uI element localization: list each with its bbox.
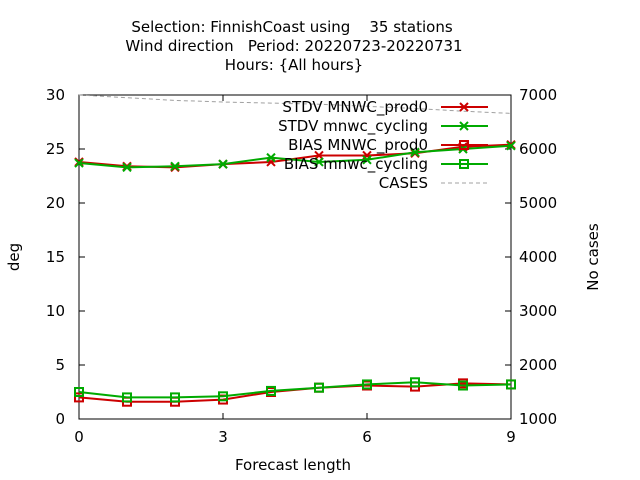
- series-line-2: [78, 382, 512, 403]
- legend-label-0: STDV MNWC_prod0: [282, 98, 428, 117]
- y2-tick-label: 2000: [519, 356, 557, 374]
- chart-title-line-3: Hours: {All hours}: [225, 56, 363, 74]
- marker-stroke: [410, 147, 420, 157]
- y-tick-label: 0: [55, 410, 65, 428]
- y-axis-label: deg: [5, 243, 23, 271]
- series-line-1: [78, 144, 512, 169]
- x-point-marker: [362, 155, 372, 165]
- y2-tick-label: 4000: [519, 248, 557, 266]
- y-tick-label: 10: [46, 302, 65, 320]
- x-axis-label: Forecast length: [235, 456, 351, 474]
- x-point-marker: [459, 121, 469, 131]
- square-point-marker: [362, 379, 372, 390]
- x-point-marker: [459, 102, 469, 112]
- x-tick-label: 6: [362, 428, 372, 446]
- y2-tick-label: 3000: [519, 302, 557, 320]
- square-point-marker: [122, 392, 132, 403]
- x-tick-label: 0: [74, 428, 84, 446]
- marker-stroke: [459, 121, 469, 131]
- series-line-3: [78, 381, 512, 399]
- y2-axis-label: No cases: [584, 223, 602, 291]
- series-points-3: [74, 377, 516, 403]
- marker-stroke: [122, 162, 132, 173]
- square-point-marker: [410, 377, 420, 388]
- legend-label-1: STDV mnwc_cycling: [278, 117, 428, 136]
- legend-label-3: BIAS mnwc_cycling: [284, 155, 428, 174]
- square-point-marker: [314, 382, 324, 393]
- y-tick-label: 25: [46, 140, 65, 158]
- square-point-marker: [459, 159, 469, 169]
- y2-tick-label: 1000: [519, 410, 557, 428]
- marker-stroke: [266, 152, 276, 163]
- y-tick-label: 20: [46, 194, 65, 212]
- x-point-marker: [122, 162, 132, 173]
- legend-label-4: CASES: [379, 174, 428, 192]
- y-tick-label: 30: [46, 86, 65, 104]
- square-point-marker: [74, 392, 84, 403]
- x-point-marker: [74, 158, 84, 168]
- x-tick-label: 3: [218, 428, 228, 446]
- legend-label-2: BIAS MNWC_prod0: [288, 136, 428, 155]
- chart-title-line-1: Selection: FinnishCoast using 35 station…: [131, 18, 453, 36]
- x-point-marker: [506, 141, 516, 151]
- marker-stroke: [459, 102, 469, 112]
- marker-stroke: [362, 155, 372, 165]
- x-point-marker: [170, 161, 180, 171]
- y-tick-label: 15: [46, 248, 65, 266]
- y2-tick-label: 6000: [519, 140, 557, 158]
- x-tick-label: 9: [506, 428, 516, 446]
- square-point-marker: [459, 140, 469, 150]
- x-point-marker: [314, 157, 324, 167]
- x-point-marker: [218, 159, 228, 169]
- marker-stroke: [314, 157, 324, 167]
- square-point-marker: [266, 385, 276, 396]
- marker-stroke: [218, 159, 228, 169]
- square-point-marker: [458, 380, 468, 391]
- marker-stroke: [74, 158, 84, 168]
- series-line-4: [78, 94, 512, 114]
- marker-stroke: [170, 161, 180, 171]
- y2-tick-label: 7000: [519, 86, 557, 104]
- marker-stroke: [506, 141, 516, 151]
- square-point-marker: [170, 392, 180, 403]
- y2-tick-label: 5000: [519, 194, 557, 212]
- tick-layer: 0 3 6 9 0 5 10 15 20 25 30 1000 2000 3000 4000 5000 6000…: [46, 86, 557, 446]
- square-point-marker: [506, 379, 516, 390]
- square-point-marker: [74, 387, 84, 397]
- chart-title-line-2: Wind direction Period: 20220723-20220731: [125, 37, 462, 55]
- y-tick-label: 5: [55, 356, 65, 374]
- x-point-marker: [266, 152, 276, 163]
- x-point-marker: [410, 147, 420, 157]
- square-point-marker: [218, 391, 228, 402]
